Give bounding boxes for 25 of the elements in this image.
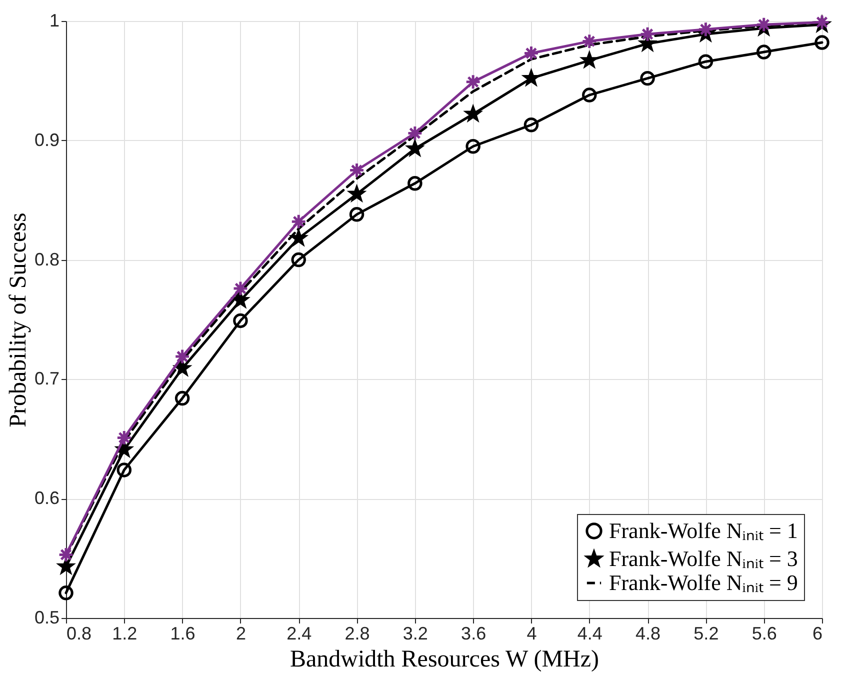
x-tick-label: 5.2 [694,624,719,644]
x-tick-label: 1.6 [170,624,196,644]
legend-label: Frank-Wolfe Nᵢₙᵢₜ = 9 [609,570,798,595]
y-tick-label: 1 [49,10,60,30]
y-tick-label: 0.5 [34,608,60,628]
x-tick-label: 5.6 [752,624,777,644]
x-tick-label: 3.6 [461,624,486,644]
x-tick-label: 1.2 [112,624,138,644]
y-axis-title: Probability of Success [5,212,32,428]
x-axis-title: Bandwidth Resources W (MHz) [290,646,600,672]
x-tick-label: 2 [236,624,246,644]
x-tick-label: 3.2 [402,624,428,644]
x-tick-label: 2.8 [344,624,370,644]
y-tick-label: 0.8 [34,249,60,270]
y-tick-label: 0.6 [34,488,60,508]
x-tick-label: 6 [812,624,822,644]
y-tick-label: 0.9 [34,130,60,150]
x-tick-label: 2.4 [286,624,312,644]
legend-label: Frank-Wolfe Nᵢₙᵢₜ = 3 [609,546,798,571]
x-tick-label: 0.8 [66,624,92,644]
legend-label: Frank-Wolfe Nᵢₙᵢₜ = 1 [609,518,798,543]
y-tick-label: 0.7 [34,368,60,389]
x-tick-label: 4.8 [636,624,661,644]
x-tick-label: 4.4 [577,624,602,644]
x-tick-label: 4 [526,624,537,644]
